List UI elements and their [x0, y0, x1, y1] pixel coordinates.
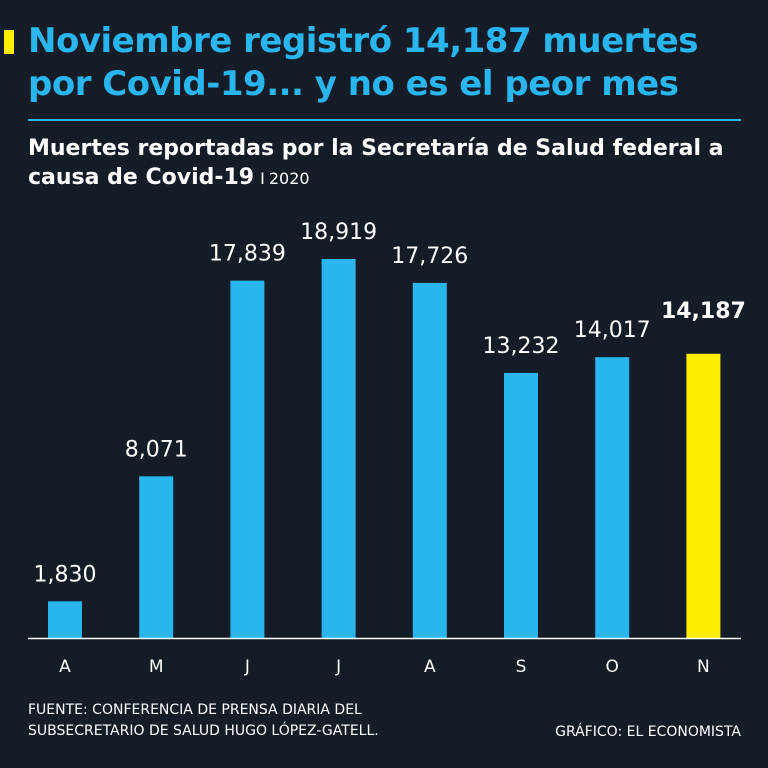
value-label-5: 17,726 — [391, 244, 468, 269]
bar-8 — [686, 353, 721, 638]
chart-subtitle: Muertes reportadas por la Secretaría de … — [28, 134, 758, 193]
bar-5 — [412, 282, 447, 638]
category-label-4: J — [335, 657, 341, 677]
category-label-6: S — [516, 657, 527, 677]
bar-3 — [230, 280, 265, 638]
value-label-6: 13,232 — [483, 334, 560, 359]
source-line-1: FUENTE: CONFERENCIA DE PRENSA DIARIA DEL — [28, 702, 362, 718]
subtitle-separator: I — [260, 169, 265, 188]
category-label-8: N — [697, 657, 710, 677]
headline-accent-bar — [4, 30, 14, 54]
headline-divider — [28, 119, 741, 121]
graphic-credit: GRÁFICO: EL ECONOMISTA — [555, 724, 741, 740]
category-label-3: J — [244, 657, 250, 677]
category-label-1: A — [59, 657, 71, 677]
value-label-3: 17,839 — [209, 242, 286, 267]
bar-group — [48, 259, 721, 638]
value-label-8: 14,187 — [661, 299, 746, 324]
category-label-7: O — [606, 657, 619, 677]
value-label-2: 8,071 — [125, 437, 188, 462]
category-label-5: A — [424, 657, 436, 677]
value-label-4: 18,919 — [300, 220, 377, 245]
value-label-1: 1,830 — [34, 562, 97, 587]
category-label-2: M — [149, 657, 164, 677]
source-line-2: SUBSECRETARIO DE SALUD HUGO LÓPEZ-GATELL… — [28, 723, 379, 739]
value-label-group: 1,830 8,071 17,839 18,919 17,726 13,232 14,017… — [34, 220, 746, 587]
bar-6 — [504, 372, 538, 638]
bar-7 — [595, 357, 630, 638]
bar-1 — [48, 601, 82, 638]
chart-year: 2020 — [268, 169, 310, 188]
headline: Noviembre registró 14,187 muertes por Co… — [28, 21, 698, 104]
source-note: FUENTE: CONFERENCIA DE PRENSA DIARIA DEL… — [28, 700, 498, 742]
bar-2 — [139, 476, 174, 638]
chart-subtitle-text: Muertes reportadas por la Secretaría de … — [28, 136, 724, 190]
value-label-7: 14,017 — [574, 318, 651, 343]
bar-4 — [321, 259, 356, 638]
